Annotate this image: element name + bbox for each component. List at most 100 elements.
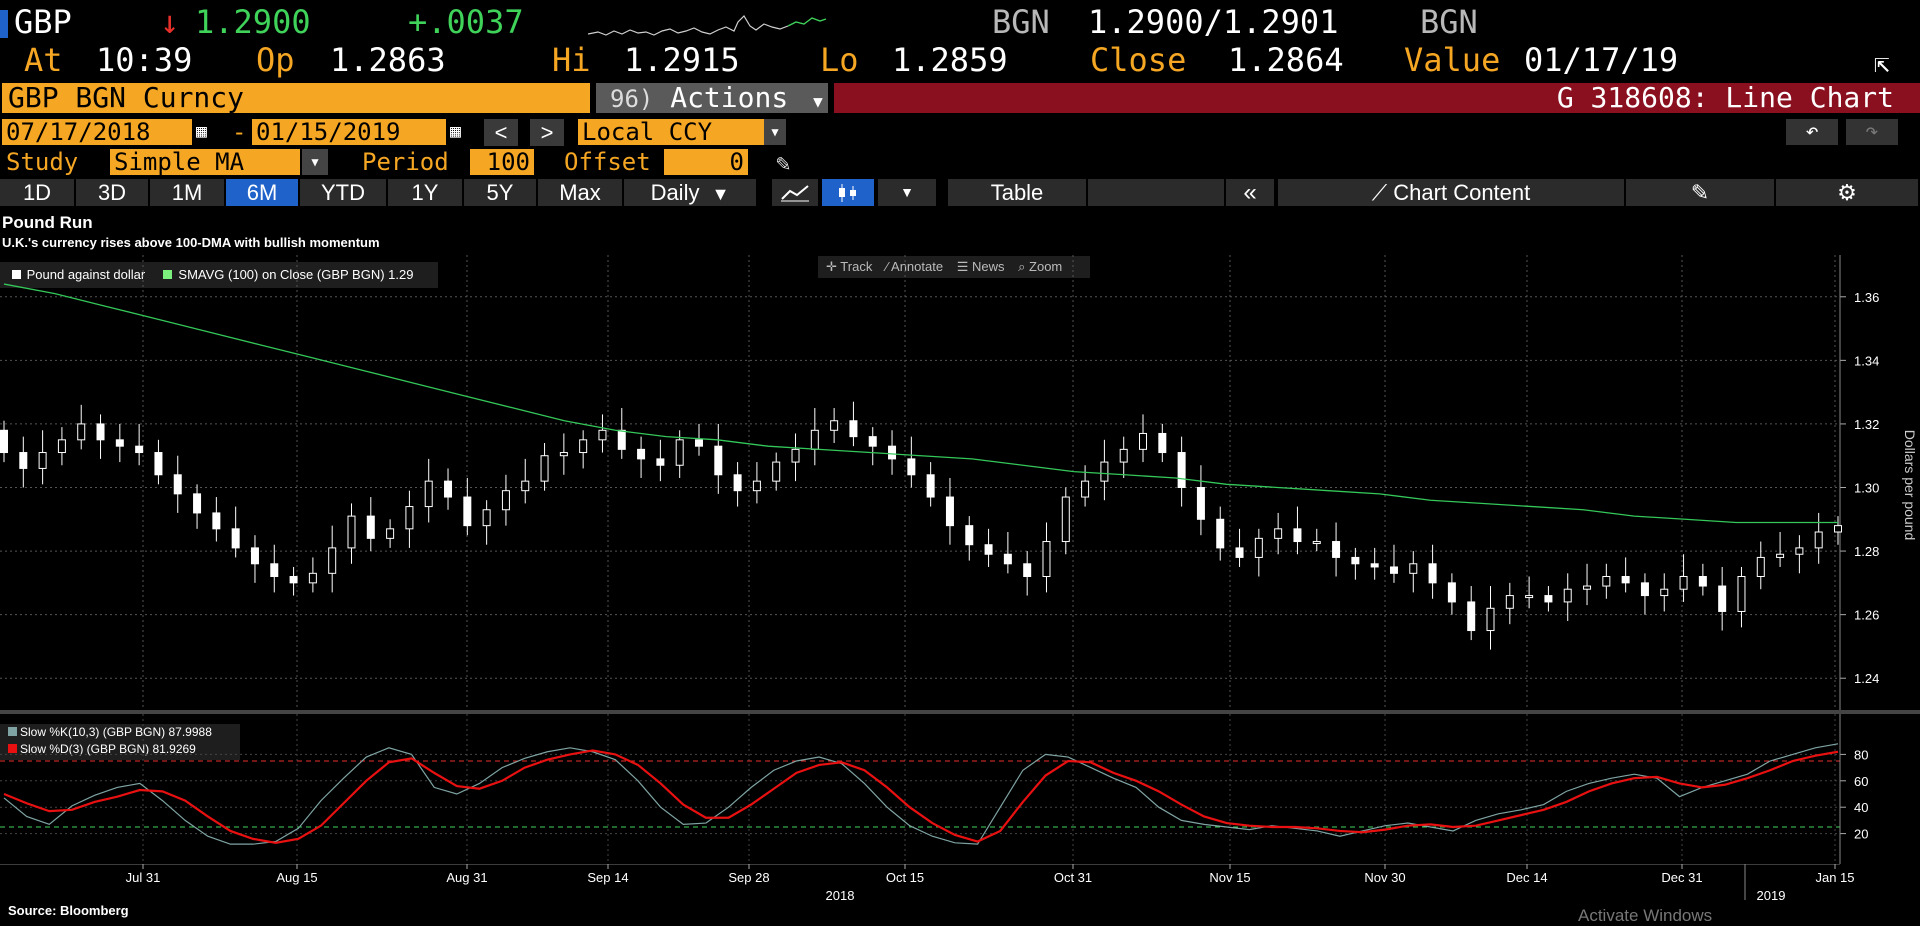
candle-body xyxy=(1177,452,1186,489)
price-legend: Pound against dollar SMAVG (100) on Clos… xyxy=(0,262,438,288)
candle-body xyxy=(212,512,221,530)
low-value: 1.2859 xyxy=(892,41,1008,79)
actions-label: Actions xyxy=(670,81,789,114)
candle-body xyxy=(482,509,491,527)
calendar-icon[interactable]: ▦ xyxy=(450,121,461,142)
chart-content-button[interactable]: ⟋ Chart Content xyxy=(1278,179,1624,206)
candle-body xyxy=(1389,566,1398,574)
next-button[interactable]: > xyxy=(530,119,564,146)
candle-body xyxy=(733,474,742,492)
close-label: Close xyxy=(1090,41,1187,79)
candle-body xyxy=(270,563,279,577)
candle-body xyxy=(57,439,66,454)
currency-select[interactable]: Local CCY xyxy=(578,119,764,145)
stoch-tick-label: 80 xyxy=(1854,747,1868,762)
chart-content-icon: ⟋ xyxy=(1371,180,1388,205)
period-5y[interactable]: 5Y xyxy=(464,179,536,206)
y-tick-label: 1.26 xyxy=(1854,608,1879,623)
candle-body xyxy=(1370,563,1379,568)
x-tick-label: Oct 31 xyxy=(1054,870,1092,885)
low-label: Lo xyxy=(820,41,859,79)
undo-icon[interactable]: ↶ xyxy=(1786,119,1838,145)
collapse-icon[interactable]: « xyxy=(1226,179,1274,206)
candle-body xyxy=(1660,588,1669,597)
prev-button[interactable]: < xyxy=(484,119,518,146)
candle-body xyxy=(849,420,858,438)
export-icon[interactable]: ⇱ xyxy=(1874,49,1890,79)
period-field[interactable]: 100 xyxy=(470,149,534,175)
edit-icon[interactable]: ✎ xyxy=(1626,179,1774,206)
line-chart-icon[interactable] xyxy=(772,179,818,206)
candle-body xyxy=(752,480,761,492)
candle-body xyxy=(772,461,781,482)
chart-title: Pound Run xyxy=(2,213,93,232)
down-arrow-icon: ↓ xyxy=(160,3,180,41)
chevron-down-icon[interactable]: ▼ xyxy=(878,179,936,206)
frequency-select[interactable]: Daily ▼ xyxy=(624,179,756,206)
study-select[interactable]: Simple MA xyxy=(110,149,300,175)
news-button[interactable]: News xyxy=(971,259,1005,274)
chevron-down-icon[interactable]: ▼ xyxy=(764,119,786,145)
candlestick-icon[interactable] xyxy=(822,179,874,206)
study-label: Study xyxy=(6,148,79,176)
stochastic-chart[interactable]: 20 40 60 80 xyxy=(0,714,1920,864)
year-label: 2019 xyxy=(1757,888,1786,903)
redo-icon[interactable]: ↷ xyxy=(1846,119,1898,145)
candle-body xyxy=(1467,601,1476,632)
security-field[interactable]: GBP BGN Curncy xyxy=(2,83,590,113)
candle-body xyxy=(1563,588,1572,603)
gear-icon[interactable]: ⚙ xyxy=(1776,179,1918,206)
start-date-field[interactable]: 07/17/2018 xyxy=(2,119,192,145)
x-tick-label: Dec 31 xyxy=(1661,870,1702,885)
pen-icon[interactable]: ✎ xyxy=(776,149,791,177)
sparkline xyxy=(588,15,827,36)
candle-body xyxy=(1795,547,1804,555)
candle-body xyxy=(791,448,800,463)
ticker-row: GBP ↓ 1.2900 +.0037 BGN 1.2900/1.2901 BG… xyxy=(0,4,1920,44)
panel-divider[interactable] xyxy=(0,710,1920,714)
period-1y[interactable]: 1Y xyxy=(388,179,462,206)
candle-body xyxy=(1486,607,1495,632)
period-ytd[interactable]: YTD xyxy=(300,179,386,206)
period-1m[interactable]: 1M xyxy=(150,179,224,206)
news-icon: ☰ xyxy=(956,259,969,274)
price-chart[interactable]: 1.24 1.26 1.28 1.30 1.32 1.34 1.36 Dollars per … xyxy=(0,255,1920,715)
candle-body xyxy=(135,445,144,454)
actions-menu[interactable]: 96) Actions ▼ xyxy=(596,83,828,113)
candle-body xyxy=(868,436,877,447)
candle-body xyxy=(463,496,472,527)
calendar-icon[interactable]: ▦ xyxy=(196,121,207,142)
candle-body xyxy=(559,452,568,457)
zoom-button[interactable]: Zoom xyxy=(1029,259,1063,274)
period-6m[interactable]: 6M xyxy=(226,179,298,206)
candle-body xyxy=(1602,576,1611,587)
legend-series1: Pound against dollar xyxy=(26,267,146,282)
x-tick-label: Aug 31 xyxy=(446,870,487,885)
actions-number: 96) xyxy=(610,85,654,113)
candle-body xyxy=(1274,528,1283,539)
legend-swatch-k xyxy=(8,727,17,736)
offset-field[interactable]: 0 xyxy=(664,149,748,175)
period-max[interactable]: Max xyxy=(538,179,622,206)
x-tick-label: Jan 15 xyxy=(1815,870,1854,885)
candle-body xyxy=(1698,576,1707,587)
ticker-color-marker xyxy=(0,10,8,38)
year-label: 2018 xyxy=(826,888,855,903)
chart-id-banner: G 318608: Line Chart xyxy=(834,83,1920,113)
end-date-field[interactable]: 01/15/2019 xyxy=(252,119,446,145)
high-label: Hi xyxy=(552,41,591,79)
table-button[interactable]: Table xyxy=(948,179,1086,206)
legend-swatch-green xyxy=(162,270,172,279)
period-1d[interactable]: 1D xyxy=(0,179,74,206)
sma100-line xyxy=(3,283,1838,524)
candle-body xyxy=(1718,585,1727,612)
stoch-k-line xyxy=(3,743,1839,845)
track-button[interactable]: Track xyxy=(840,259,873,274)
period-3d[interactable]: 3D xyxy=(76,179,148,206)
annotate-button[interactable]: Annotate xyxy=(891,259,944,274)
chevron-down-icon[interactable]: ▼ xyxy=(302,149,328,175)
candle-body xyxy=(231,528,240,549)
net-change: +.0037 xyxy=(408,3,524,41)
open-label: Op xyxy=(256,41,295,79)
source-right: BGN xyxy=(1420,3,1478,41)
